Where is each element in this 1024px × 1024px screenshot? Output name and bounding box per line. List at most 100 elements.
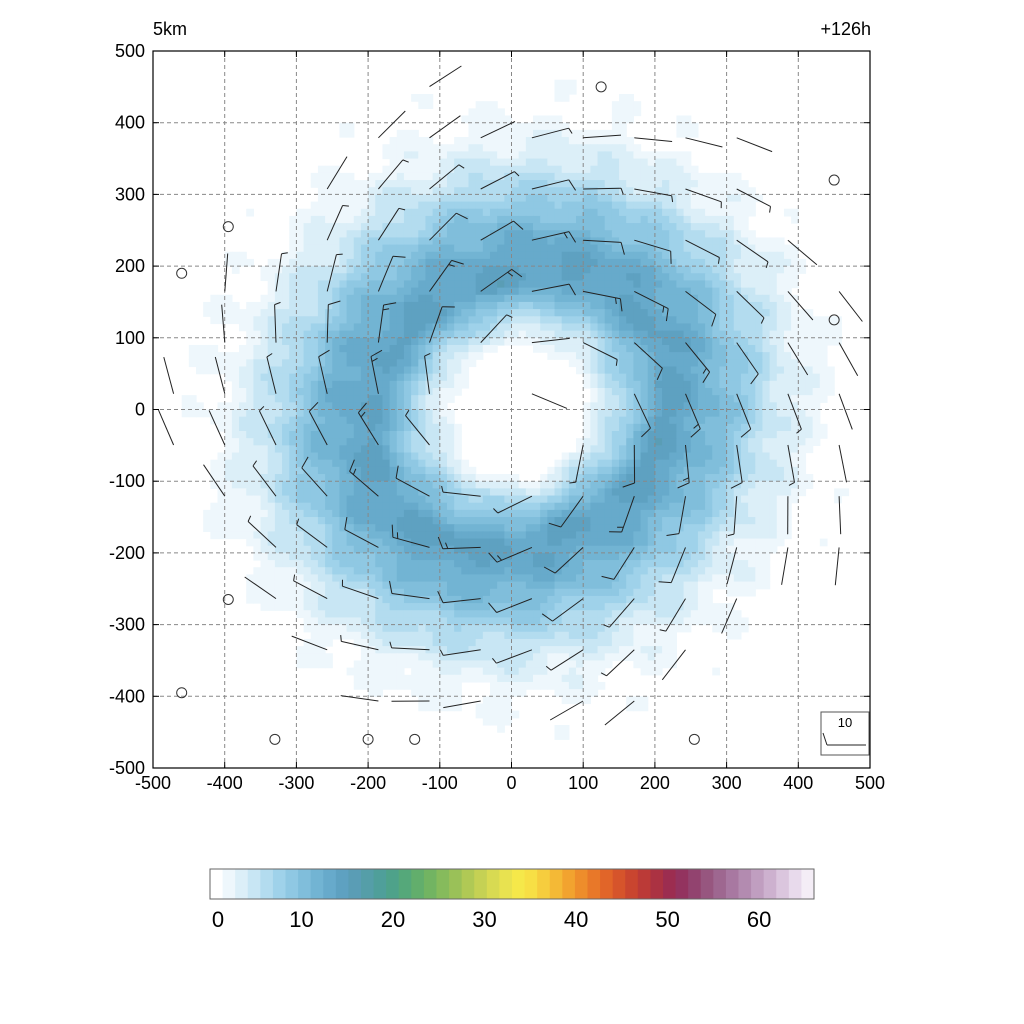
field-cell [468,165,477,174]
field-cell [497,517,505,525]
field-cell [748,373,756,382]
field-cell [375,366,384,375]
field-cell [475,122,484,131]
field-cell [712,352,721,360]
field-cell [525,194,534,203]
field-cell [576,552,584,561]
field-cell [619,258,627,267]
field-cell [418,172,427,181]
field-cell [432,402,441,411]
field-cell [475,244,484,253]
field-cell [260,352,269,360]
field-cell [475,567,484,576]
field-cell [533,208,541,217]
field-cell [511,337,520,346]
field-cell [783,301,792,310]
field-cell [805,409,814,418]
field-cell [669,330,678,339]
field-cell [418,603,427,611]
field-cell [353,481,362,489]
field-cell [740,402,749,411]
field-cell [568,524,577,532]
field-cell [662,194,670,203]
field-cell [518,552,527,561]
field-cell [662,452,670,461]
field-cell [482,545,491,554]
field-cell [289,581,297,590]
field-cell [425,194,434,203]
field-cell [697,409,706,418]
field-cell [654,560,663,568]
field-cell [482,502,491,511]
field-cell [633,617,642,626]
field-cell [533,595,541,604]
field-cell [697,567,706,576]
field-cell [626,552,634,561]
field-cell [339,509,348,518]
field-cell [576,624,584,633]
field-cell [418,438,427,446]
field-cell [504,223,513,231]
field-cell [554,244,563,253]
field-cell [339,280,348,289]
field-cell [317,187,326,195]
field-cell [712,502,721,511]
field-cell [224,488,233,497]
field-cell [690,237,699,246]
field-cell [504,545,513,554]
field-cell [282,395,290,403]
field-cell [425,466,434,475]
field-cell [389,545,398,554]
field-cell [203,352,211,360]
field-cell [389,438,398,446]
field-cell [439,366,448,375]
field-cell [403,273,412,282]
field-cell [712,309,721,317]
field-cell [719,344,728,353]
field-cell [418,280,427,289]
field-cell [360,215,369,224]
field-cell [733,352,742,360]
field-cell [267,560,276,568]
field-cell [647,273,656,282]
field-cell [719,395,728,403]
field-cell [640,237,649,246]
field-cell [511,151,520,160]
field-cell [439,373,448,382]
field-cell [733,330,742,339]
field-cell [432,309,441,317]
field-cell [640,459,649,468]
field-cell [332,230,341,239]
field-cell [697,617,706,626]
field-cell [425,517,434,525]
field-cell [346,180,355,188]
field-cell [497,280,505,289]
field-cell [576,287,584,296]
field-cell [740,194,749,203]
field-cell [360,545,369,554]
field-cell [633,438,642,446]
field-cell [353,431,362,439]
field-cell [346,452,355,461]
field-cell [461,165,470,174]
field-cell [353,273,362,282]
field-cell [368,380,376,389]
field-cell [755,316,764,325]
field-cell [755,287,764,296]
field-cell [231,387,240,396]
field-cell [289,459,297,468]
field-cell [719,373,728,382]
field-cell [418,215,427,224]
field-cell [396,366,405,375]
field-cell [712,280,721,289]
field-cell [547,273,556,282]
field-cell [375,309,384,317]
field-cell [654,158,663,167]
field-cell [511,237,520,246]
field-cell [497,122,505,131]
field-cell [382,416,391,425]
field-cell [511,258,520,267]
field-cell [611,387,620,396]
field-cell [411,631,419,640]
field-cell [432,423,441,432]
